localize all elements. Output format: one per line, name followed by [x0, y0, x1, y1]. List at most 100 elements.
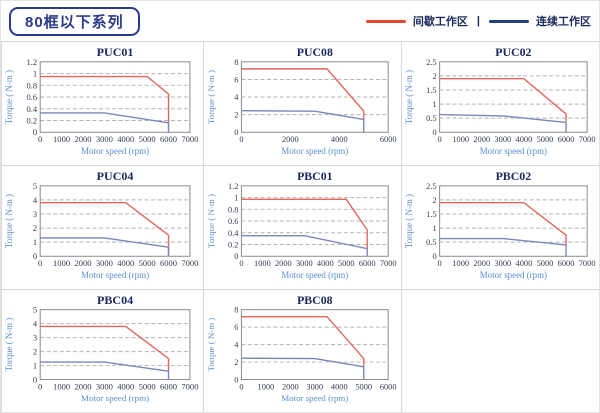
svg-text:1.2: 1.2 [228, 182, 238, 191]
header: 80框以下系列 间歇工作区 | 连续工作区 [1, 1, 599, 41]
svg-text:7000: 7000 [181, 381, 198, 391]
svg-text:PBC08: PBC08 [297, 293, 333, 307]
intermittent-zone-swatch [365, 19, 406, 23]
svg-text:3000: 3000 [96, 134, 113, 144]
svg-text:2000: 2000 [282, 382, 299, 391]
svg-text:6000: 6000 [160, 134, 177, 144]
svg-text:0: 0 [438, 134, 442, 144]
legend-separator: | [476, 15, 480, 27]
svg-text:0: 0 [239, 382, 243, 391]
svg-text:0.4: 0.4 [228, 229, 239, 238]
svg-text:1: 1 [33, 361, 37, 371]
svg-text:0: 0 [234, 375, 238, 384]
svg-text:2000: 2000 [275, 259, 292, 268]
svg-text:6: 6 [234, 75, 238, 84]
svg-text:0: 0 [234, 128, 238, 137]
svg-text:3000: 3000 [306, 382, 323, 391]
svg-text:Motor speed (rpm): Motor speed (rpm) [281, 270, 348, 280]
svg-text:4: 4 [33, 195, 38, 205]
svg-text:Motor speed (rpm): Motor speed (rpm) [480, 270, 547, 280]
svg-text:5: 5 [33, 181, 37, 191]
svg-text:5000: 5000 [537, 258, 554, 268]
svg-text:2: 2 [432, 195, 436, 205]
svg-text:0: 0 [234, 252, 238, 261]
series-title-badge: 80框以下系列 [9, 6, 140, 36]
svg-text:0: 0 [38, 134, 42, 144]
svg-text:0.5: 0.5 [426, 113, 437, 123]
svg-text:0.8: 0.8 [27, 80, 38, 90]
svg-text:Torque ( N-m ): Torque ( N-m ) [4, 318, 14, 372]
svg-text:0: 0 [432, 127, 436, 137]
svg-text:Torque ( N-m ): Torque ( N-m ) [404, 194, 414, 248]
svg-text:1.5: 1.5 [426, 209, 437, 219]
empty-cell [401, 289, 599, 412]
svg-text:0: 0 [239, 259, 243, 268]
svg-text:5000: 5000 [338, 259, 355, 268]
svg-text:0: 0 [33, 251, 37, 261]
svg-text:6000: 6000 [558, 258, 575, 268]
chart-cell-puc02: PUC02 0 0.5 1 1.5 2 2.5 0 1000 2000 3000 4000 5000 60… [401, 41, 599, 165]
svg-text:2000: 2000 [282, 135, 299, 144]
chart-puc08: PUC08 0 2 4 6 8 0 2000 4000 6000 Motor speed (rpm)… [206, 45, 397, 156]
svg-text:0: 0 [33, 127, 37, 137]
chart-pbc02: PBC02 0 0.5 1 1.5 2 2.5 0 1000 2000 3000 4000 5000 60… [404, 169, 596, 280]
svg-text:1.5: 1.5 [426, 85, 437, 95]
svg-text:4: 4 [33, 319, 38, 329]
intermittent-zone-label: 间歇工作区 [412, 16, 468, 28]
svg-text:1000: 1000 [53, 381, 70, 391]
svg-text:5000: 5000 [355, 382, 372, 391]
svg-text:3000: 3000 [96, 258, 113, 268]
svg-text:6: 6 [234, 323, 238, 332]
svg-text:Torque ( N-m ): Torque ( N-m ) [206, 318, 216, 372]
svg-text:2: 2 [33, 347, 37, 357]
svg-text:6000: 6000 [359, 259, 376, 268]
svg-text:4000: 4000 [117, 258, 134, 268]
svg-text:4000: 4000 [516, 258, 533, 268]
svg-text:8: 8 [234, 306, 238, 315]
svg-text:7000: 7000 [579, 258, 596, 268]
svg-text:2000: 2000 [473, 134, 490, 144]
svg-text:Motor speed (rpm): Motor speed (rpm) [281, 146, 348, 156]
svg-text:1: 1 [234, 194, 238, 203]
svg-text:3000: 3000 [96, 381, 113, 391]
svg-text:PUC04: PUC04 [97, 169, 134, 183]
svg-text:2: 2 [33, 223, 37, 233]
chart-cell-puc01: PUC01 0 0.2 0.4 0.6 0.8 1 1.2 0 1000 2000 3000 4000 5… [1, 41, 203, 165]
svg-text:Torque ( N-m ): Torque ( N-m ) [206, 70, 216, 124]
svg-text:0: 0 [438, 258, 442, 268]
chart-puc04: PUC04 0 1 2 3 4 5 0 1000 2000 3000 4000 5000 6000 7000… [4, 169, 198, 280]
svg-text:PBC04: PBC04 [97, 293, 133, 307]
svg-text:0.4: 0.4 [27, 104, 38, 114]
svg-text:Motor speed (rpm): Motor speed (rpm) [281, 393, 348, 403]
svg-text:0.5: 0.5 [426, 237, 437, 247]
svg-text:5: 5 [33, 305, 37, 315]
svg-text:0: 0 [38, 381, 42, 391]
chart-grid: PUC01 0 0.2 0.4 0.6 0.8 1 1.2 0 1000 2000 3000 4000 5… [1, 41, 599, 412]
svg-text:Motor speed (rpm): Motor speed (rpm) [480, 146, 547, 156]
svg-text:6000: 6000 [160, 258, 177, 268]
svg-text:1: 1 [33, 237, 37, 247]
chart-cell-pbc02: PBC02 0 0.5 1 1.5 2 2.5 0 1000 2000 3000 4000 5000 60… [401, 165, 599, 289]
svg-text:3: 3 [33, 209, 37, 219]
svg-text:Torque ( N-m ): Torque ( N-m ) [404, 70, 414, 124]
svg-text:1000: 1000 [254, 259, 271, 268]
chart-pbc01: PBC01 0 0.2 0.4 0.6 0.8 1 1.2 0 1000 2000 3000 4000 5… [206, 169, 397, 280]
svg-text:Motor speed (rpm): Motor speed (rpm) [81, 393, 149, 403]
svg-text:0.2: 0.2 [228, 240, 238, 249]
svg-text:PUC08: PUC08 [297, 45, 333, 59]
svg-text:2: 2 [432, 71, 436, 81]
svg-text:5000: 5000 [537, 134, 554, 144]
svg-text:1000: 1000 [452, 258, 469, 268]
svg-text:1000: 1000 [258, 382, 275, 391]
svg-text:1000: 1000 [452, 134, 469, 144]
svg-text:0.6: 0.6 [228, 217, 238, 226]
svg-text:5000: 5000 [139, 258, 156, 268]
chart-cell-pbc08: PBC08 0 2 4 6 8 0 1000 2000 3000 4000 5000 6000 Motor… [203, 289, 401, 412]
svg-text:Motor speed (rpm): Motor speed (rpm) [81, 270, 149, 280]
svg-text:1: 1 [432, 223, 436, 233]
svg-text:PUC01: PUC01 [97, 45, 134, 59]
svg-text:3000: 3000 [494, 258, 511, 268]
svg-text:0.2: 0.2 [27, 116, 38, 126]
chart-puc01: PUC01 00.2 0.4 0.6 0.81 1.2 0 1000 2000 3000 4000 5… [4, 45, 198, 156]
